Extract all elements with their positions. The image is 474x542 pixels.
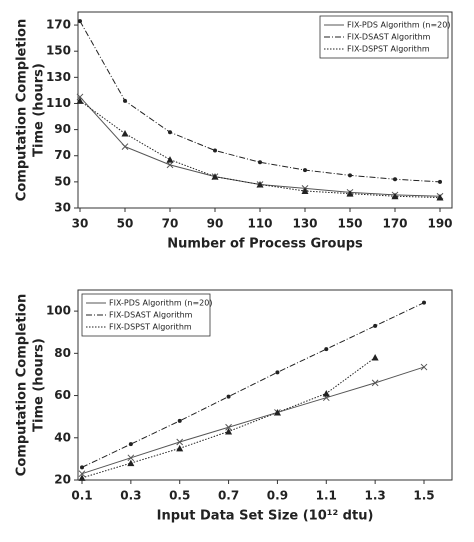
y-axis-label: Computation Completion [15, 294, 30, 476]
legend-label: FIX-PDS Algorithm (n=20) [347, 21, 450, 30]
y-tick-label: 60 [54, 388, 71, 402]
marker-triangle [322, 389, 330, 397]
marker-x [371, 379, 379, 387]
marker-dot [422, 300, 426, 305]
y-axis-label: Time (hours) [32, 63, 47, 157]
plot-frame [77, 11, 453, 209]
x-tick-label: 1.1 [316, 489, 337, 503]
marker-dot [80, 465, 84, 470]
legend-label: FIX-PDS Algorithm (n=20) [109, 299, 212, 308]
marker-dot [373, 323, 378, 328]
marker-dot [438, 179, 442, 184]
x-axis-label: Number of Process Groups [167, 237, 363, 252]
marker-dot [258, 160, 262, 165]
marker-triangle [127, 459, 135, 467]
marker-triangle [225, 427, 233, 435]
marker-triangle [391, 192, 399, 200]
marker-triangle [78, 474, 86, 481]
x-tick-label: 170 [382, 217, 407, 231]
x-tick-label: 70 [162, 217, 179, 231]
x-tick-label: 0.9 [267, 489, 288, 503]
y-axis-label: Computation Completion [15, 19, 30, 201]
y-tick-label: 90 [54, 122, 71, 136]
x-tick-label: 130 [292, 217, 317, 231]
y-tick-label: 30 [54, 201, 71, 215]
x-tick-label: 90 [207, 217, 224, 231]
legend-label: FIX-DSAST Algorithm [109, 311, 193, 320]
legend-box [319, 15, 449, 59]
marker-x [76, 93, 84, 101]
marker-x [420, 363, 428, 371]
y-axis-label: Time (hours) [32, 338, 47, 432]
marker-triangle [211, 173, 219, 180]
marker-triangle [371, 354, 379, 361]
y-tick-label: 70 [54, 148, 71, 162]
legend-box [81, 293, 211, 337]
marker-triangle [346, 190, 354, 197]
y-tick-label: 20 [54, 473, 71, 487]
x-tick-label: 150 [337, 217, 362, 231]
y-tick-label: 150 [46, 44, 71, 58]
legend-label: FIX-DSPST Algorithm [109, 323, 192, 332]
legend-label: FIX-DSAST Algorithm [347, 33, 431, 42]
marker-x [121, 143, 129, 150]
marker-triangle [256, 180, 264, 188]
series-line [81, 366, 425, 475]
marker-x [176, 438, 184, 446]
marker-dot [177, 418, 182, 423]
marker-triangle [273, 408, 281, 416]
marker-dot [393, 177, 397, 182]
x-tick-label: 50 [117, 217, 134, 231]
marker-x [78, 470, 86, 478]
marker-dot [128, 442, 133, 447]
marker-x [225, 423, 232, 431]
legend-label: FIX-DSPST Algorithm [347, 45, 430, 54]
marker-triangle [436, 194, 444, 201]
y-tick-label: 40 [54, 430, 71, 444]
y-tick-label: 130 [46, 70, 71, 84]
x-tick-label: 0.5 [169, 489, 190, 503]
marker-triangle [301, 187, 309, 195]
marker-dot [226, 394, 231, 399]
marker-triangle [121, 130, 129, 137]
x-tick-label: 0.7 [218, 489, 239, 503]
marker-x [127, 454, 135, 462]
x-tick-label: 1.5 [413, 489, 434, 503]
marker-triangle [166, 156, 174, 163]
marker-dot [303, 168, 307, 173]
marker-dot [78, 19, 82, 24]
x-tick-label: 0.3 [120, 489, 141, 503]
x-tick-label: 0.1 [71, 489, 92, 503]
series-line [81, 302, 425, 468]
y-tick-label: 80 [54, 346, 71, 360]
y-tick-label: 110 [46, 96, 71, 110]
marker-x [166, 161, 174, 169]
x-tick-label: 190 [427, 217, 452, 231]
plot-frame [77, 289, 453, 481]
x-tick-label: 110 [247, 217, 272, 231]
x-axis-label: Input Data Set Size (10¹² dtu) [157, 509, 374, 524]
marker-dot [275, 370, 280, 375]
marker-dot [123, 98, 127, 103]
marker-dot [348, 173, 352, 178]
y-tick-label: 50 [54, 174, 71, 188]
marker-dot [168, 130, 172, 135]
y-tick-label: 170 [46, 18, 71, 32]
marker-dot [324, 347, 329, 352]
marker-triangle [176, 444, 184, 452]
marker-dot [213, 148, 217, 153]
x-tick-label: 30 [72, 217, 89, 231]
x-tick-label: 1.3 [365, 489, 386, 503]
y-tick-label: 100 [46, 304, 71, 318]
marker-triangle [76, 97, 84, 104]
